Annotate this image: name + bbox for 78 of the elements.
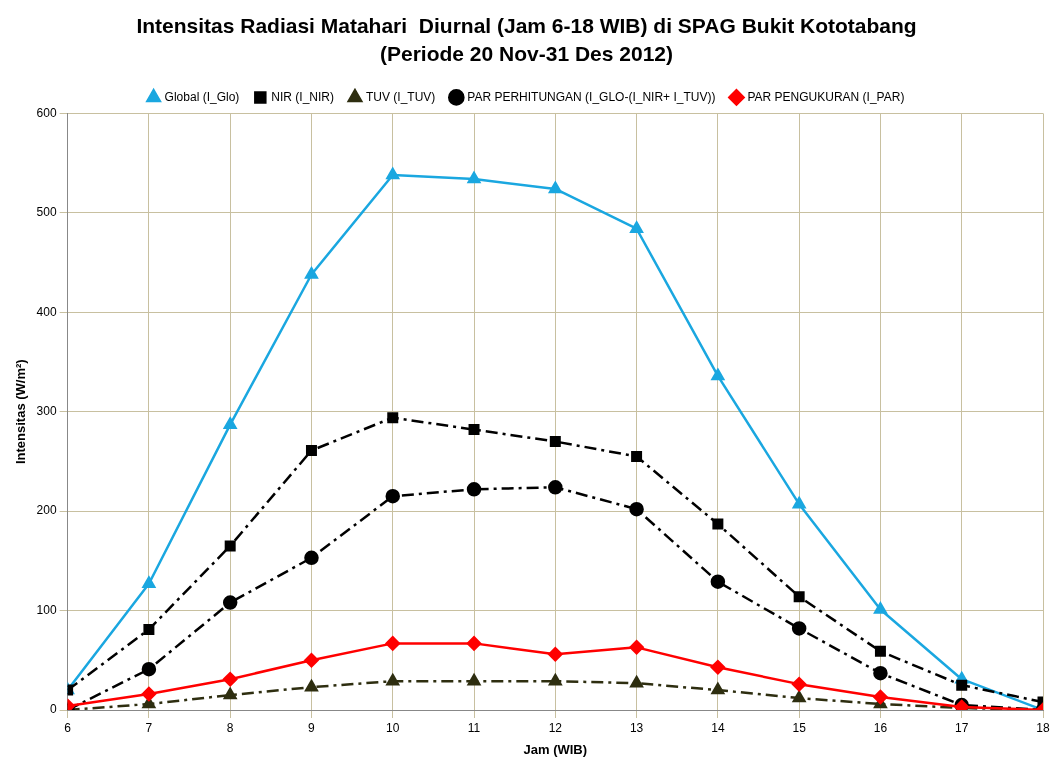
point bbox=[548, 673, 562, 686]
y-tick-label: 600 bbox=[36, 105, 57, 120]
x-tick-label: 12 bbox=[548, 720, 563, 735]
point bbox=[956, 679, 968, 691]
legend-label: Global (I_Glo) bbox=[164, 89, 240, 104]
point bbox=[873, 602, 887, 614]
x-tick-label: 17 bbox=[955, 720, 969, 735]
chart-title: Intensitas Radiasi Matahari Diurnal (Jam 6-18 WIB) di SPAG Bukit Kototabang bbox=[136, 14, 917, 38]
y-tick-label: 300 bbox=[36, 404, 57, 419]
point bbox=[304, 653, 319, 668]
point bbox=[466, 636, 482, 651]
x-tick-label: 11 bbox=[467, 720, 481, 735]
legend-label: NIR (I_NIR) bbox=[271, 89, 334, 104]
point bbox=[386, 167, 400, 180]
point bbox=[223, 687, 237, 700]
point bbox=[143, 623, 155, 635]
point bbox=[873, 665, 888, 681]
point bbox=[792, 690, 806, 703]
point bbox=[224, 540, 236, 552]
point bbox=[548, 480, 563, 495]
y-tick-label: 100 bbox=[36, 602, 57, 617]
point bbox=[386, 673, 400, 686]
point bbox=[387, 412, 399, 424]
point bbox=[466, 482, 482, 497]
x-tick-label: 18 bbox=[1036, 720, 1050, 735]
x-tick-label: 14 bbox=[711, 720, 725, 735]
point bbox=[548, 181, 562, 194]
x-tick-label: 7 bbox=[145, 720, 153, 735]
point bbox=[874, 645, 886, 657]
chart-subtitle: (Periode 20 Nov-31 Des 2012) bbox=[380, 41, 673, 65]
point bbox=[549, 436, 561, 448]
x-tick-label: 15 bbox=[792, 720, 807, 735]
y-axis-title: Intensitas (W/m²) bbox=[13, 359, 29, 465]
point bbox=[873, 689, 888, 705]
point bbox=[629, 640, 644, 655]
y-tick-label: 0 bbox=[49, 702, 57, 717]
x-tick-label: 8 bbox=[226, 720, 234, 735]
point bbox=[791, 676, 807, 692]
point bbox=[305, 267, 318, 279]
point bbox=[629, 501, 644, 517]
point bbox=[142, 576, 156, 588]
y-tick-label: 200 bbox=[36, 503, 57, 518]
legend-label: PAR PENGUKURAN (I_PAR) bbox=[747, 89, 905, 104]
point bbox=[711, 368, 725, 381]
legend-label: PAR PERHITUNGAN (I_GLO-(I_NIR+ I_TUV)) bbox=[467, 89, 716, 104]
point bbox=[222, 595, 238, 610]
point bbox=[304, 550, 319, 566]
point bbox=[710, 659, 726, 675]
x-tick-label: 6 bbox=[64, 720, 72, 735]
point bbox=[222, 671, 238, 687]
point bbox=[630, 675, 644, 688]
point bbox=[305, 679, 318, 692]
point bbox=[141, 661, 157, 677]
x-tick-label: 10 bbox=[386, 720, 400, 735]
point bbox=[305, 444, 317, 456]
point bbox=[711, 682, 725, 695]
legend-label: TUV (I_TUV) bbox=[365, 89, 436, 104]
point bbox=[385, 488, 400, 504]
x-tick-label: 16 bbox=[873, 720, 888, 735]
point bbox=[793, 591, 805, 603]
x-tick-label: 13 bbox=[629, 720, 644, 735]
y-tick-label: 500 bbox=[36, 205, 57, 220]
x-tick-label: 9 bbox=[308, 720, 316, 735]
point bbox=[468, 424, 480, 436]
point bbox=[631, 450, 643, 462]
y-tick-label: 400 bbox=[36, 304, 57, 319]
point bbox=[467, 673, 481, 686]
point bbox=[385, 636, 400, 651]
point bbox=[223, 417, 237, 429]
point bbox=[791, 621, 807, 636]
point bbox=[710, 574, 726, 589]
point bbox=[712, 518, 724, 530]
point bbox=[548, 647, 563, 662]
point bbox=[792, 496, 806, 509]
point bbox=[467, 171, 481, 184]
point bbox=[141, 686, 157, 702]
point bbox=[630, 221, 644, 233]
x-axis-title: Jam (WIB) bbox=[523, 741, 588, 757]
